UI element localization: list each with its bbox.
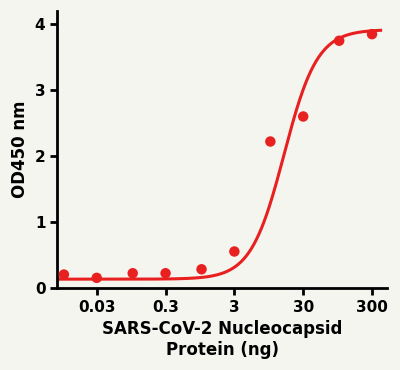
Point xyxy=(162,270,169,276)
Point xyxy=(369,31,375,37)
Point xyxy=(130,270,136,276)
Point xyxy=(61,272,67,278)
Point xyxy=(336,38,342,44)
Point xyxy=(94,275,100,281)
Point xyxy=(267,138,274,144)
Y-axis label: OD450 nm: OD450 nm xyxy=(11,101,29,198)
Point xyxy=(231,249,238,255)
Point xyxy=(198,266,205,272)
Point xyxy=(300,114,306,120)
X-axis label: SARS-CoV-2 Nucleocapsid
Protein (ng): SARS-CoV-2 Nucleocapsid Protein (ng) xyxy=(102,320,342,359)
